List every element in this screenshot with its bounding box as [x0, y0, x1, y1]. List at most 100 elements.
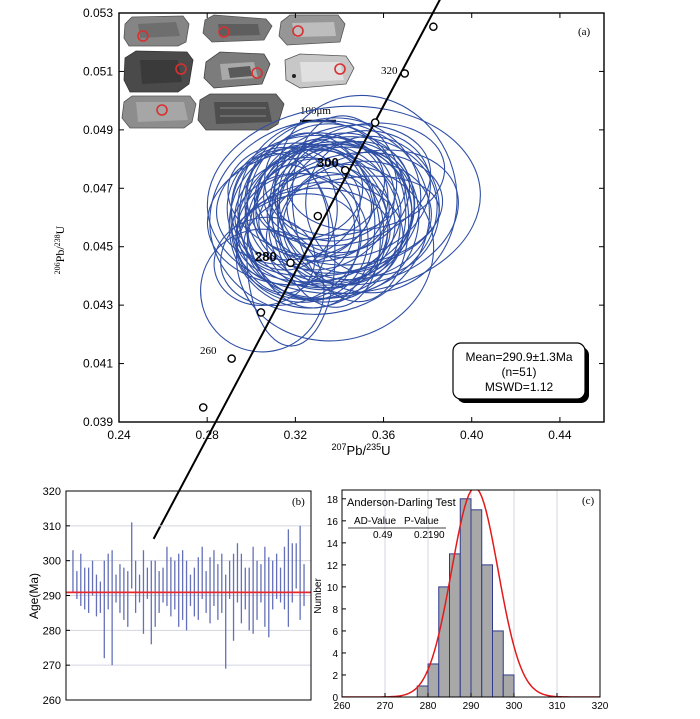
- panel-a: 100μm 320 300 280 260 (a) Mean=290.9±1.3…: [53, 0, 605, 540]
- age-label-260: 260: [200, 345, 217, 357]
- error-ellipse: [277, 149, 459, 286]
- y-title-pb: Pb/: [53, 246, 67, 263]
- scale-bar-label: 100μm: [300, 105, 331, 117]
- panel-b-y-title: Age(Ma): [27, 573, 41, 619]
- error-ellipse: [256, 124, 432, 247]
- concordia-age-marker: [400, 69, 410, 78]
- x-tick-label: 0.28: [196, 428, 220, 442]
- panel-c-x-tick-label: 280: [420, 701, 437, 712]
- y-axis-ticks: 0.039 0.041 0.043 0.045 0.047 0.049 0.051 0.053: [83, 6, 604, 429]
- error-ellipse: [209, 120, 430, 315]
- y-title-sup2: 238: [53, 234, 62, 246]
- concordia-age-marker: [370, 118, 380, 127]
- panel-c-x-tick-label: 320: [592, 701, 609, 712]
- stats-mswd: MSWD=1.12: [485, 380, 554, 394]
- anderson-darling-table: Anderson-Darling Test AD-Value P-Value 0…: [347, 497, 456, 541]
- y-tick-label: 0.039: [83, 415, 113, 429]
- panel-c-x-tick-label: 310: [549, 701, 566, 712]
- error-ellipse: [286, 140, 411, 254]
- error-ellipse: [305, 135, 440, 276]
- stats-n: (n=51): [501, 365, 536, 379]
- panel-b-y-tick-label: 290: [43, 591, 61, 603]
- ad-col1-header: AD-Value: [354, 516, 396, 527]
- x-tick-label: 0.24: [107, 428, 131, 442]
- y-title-u: U: [53, 225, 67, 234]
- panel-c-y-tick-label: 16: [327, 517, 339, 528]
- y-tick-label: 0.041: [83, 357, 113, 371]
- error-ellipse: [266, 151, 444, 266]
- panel-b-y-tick-label: 270: [43, 660, 61, 672]
- concordia-group: [152, 0, 441, 540]
- ellipses-group: [200, 94, 481, 353]
- y-axis-title: 206Pb/238U: [53, 225, 67, 274]
- ad-test-title: Anderson-Darling Test: [347, 497, 456, 509]
- ad-col1-value: 0.49: [373, 530, 393, 541]
- error-ellipse: [246, 158, 385, 300]
- histogram-bar: [492, 630, 504, 698]
- panel-c-y-tick-label: 0: [332, 693, 338, 704]
- panel-b-y-tick-label: 280: [43, 625, 61, 637]
- panel-c-y-tick-label: 18: [327, 495, 339, 506]
- panel-c-label: (c): [582, 495, 595, 507]
- x-title-sup1: 207: [332, 442, 347, 452]
- histogram-bar: [459, 498, 472, 698]
- histogram-bar: [470, 509, 483, 698]
- age-label-320: 320: [381, 65, 398, 77]
- panel-b-y-ticks: 260 270 280 290 300 310 320: [43, 486, 70, 707]
- panel-b-y-tick-label: 260: [43, 695, 61, 707]
- concordia-age-marker: [429, 22, 438, 32]
- error-ellipse: [268, 164, 389, 289]
- panel-c-y-tick-label: 2: [332, 671, 338, 682]
- histogram-bar: [502, 674, 515, 698]
- histogram-bar: [416, 685, 429, 698]
- panel-c-y-tick-label: 4: [332, 649, 338, 660]
- concordia-age-marker: [256, 308, 266, 317]
- panel-c-y-tick-label: 12: [327, 561, 339, 572]
- age-label-300: 300: [317, 155, 339, 170]
- y-tick-label: 0.043: [83, 298, 113, 312]
- y-tick-label: 0.051: [83, 64, 113, 78]
- panel-b-y-tick-label: 300: [43, 556, 61, 568]
- y-tick-label: 0.049: [83, 123, 113, 137]
- concordia-curve: [152, 0, 441, 540]
- panel-b-y-tick-label: 320: [43, 486, 61, 498]
- panel-b: 260 270 280 290 300 310 320 Age(Ma) (b): [27, 486, 312, 707]
- panel-b-label: (b): [292, 496, 305, 508]
- y-title-sup1: 206: [53, 262, 62, 274]
- concordia-age-marker: [198, 403, 208, 412]
- panel-c-y-title: Number: [313, 578, 324, 614]
- stats-box-frame: [452, 342, 586, 400]
- x-tick-label: 0.32: [284, 428, 308, 442]
- panel-c-y-tick-label: 14: [327, 539, 339, 550]
- zircon-cl-images: [121, 14, 355, 131]
- y-tick-label: 0.053: [83, 6, 113, 20]
- error-ellipse: [206, 149, 402, 286]
- panel-a-label: (a): [578, 26, 591, 38]
- panel-c-x-tick-label: 300: [506, 701, 523, 712]
- y-tick-label: 0.047: [83, 181, 113, 195]
- concordia-age-marker: [227, 354, 236, 363]
- error-ellipse: [255, 143, 415, 274]
- error-ellipse: [272, 146, 406, 236]
- panel-c-y-tick-label: 8: [332, 605, 338, 616]
- panel-b-grid: [66, 490, 311, 701]
- ad-col2-header: P-Value: [404, 516, 439, 527]
- panel-c-y-ticks: 0 2 4 6 8 10 12 14 16 18: [327, 495, 346, 704]
- x-axis-ticks: 0.24 0.28 0.32 0.36 0.40 0.44: [107, 13, 572, 442]
- concordia-age-marker: [286, 258, 295, 268]
- y-tick-label: 0.045: [83, 240, 113, 254]
- x-tick-label: 0.36: [372, 428, 396, 442]
- error-ellipse: [263, 136, 386, 241]
- error-ellipse: [291, 115, 410, 303]
- error-ellipse: [235, 163, 435, 342]
- panel-c-x-tick-label: 290: [463, 701, 480, 712]
- age-label-280: 280: [255, 249, 277, 264]
- x-tick-label: 0.44: [548, 428, 572, 442]
- histogram-bar: [481, 564, 493, 698]
- histogram-bar: [438, 586, 450, 698]
- panel-c: 0 2 4 6 8 10 12 14 16 18 260 270 280 290 300 310 320 Nu…: [313, 489, 609, 712]
- x-title-pb: Pb/: [347, 443, 367, 458]
- stats-box: Mean=290.9±1.3Ma (n=51) MSWD=1.12: [452, 342, 589, 403]
- panel-c-y-tick-label: 10: [327, 583, 339, 594]
